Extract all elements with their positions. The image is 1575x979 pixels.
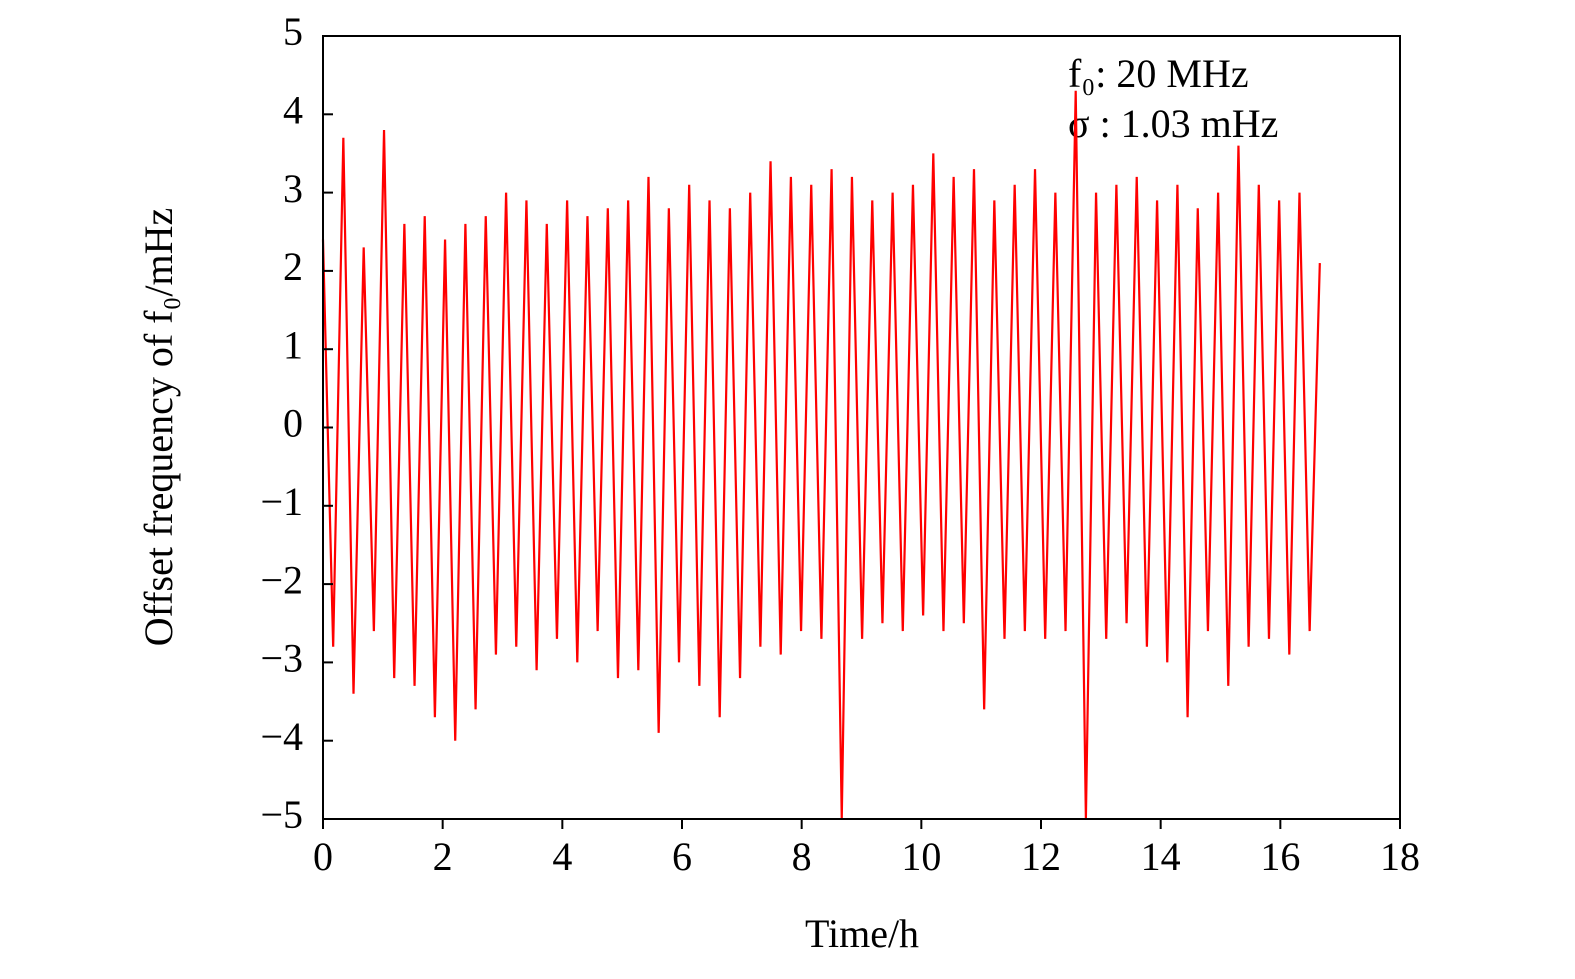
annotation: σ : 1.03 mHz bbox=[1068, 101, 1278, 146]
x-tick-label: 16 bbox=[1260, 834, 1300, 879]
x-tick-label: 10 bbox=[901, 834, 941, 879]
y-tick-label: −2 bbox=[260, 557, 303, 602]
y-tick-label: 4 bbox=[283, 87, 303, 132]
x-tick-label: 0 bbox=[313, 834, 333, 879]
y-tick-label: −4 bbox=[260, 714, 303, 759]
y-tick-label: 0 bbox=[283, 401, 303, 446]
y-tick-label: −3 bbox=[260, 636, 303, 681]
y-tick-label: 3 bbox=[283, 166, 303, 211]
x-tick-label: 18 bbox=[1380, 834, 1420, 879]
y-axis-label: Offset frequency of f₀/mHz bbox=[136, 208, 181, 647]
y-tick-label: −5 bbox=[260, 792, 303, 837]
annotation: f₀: 20 MHz bbox=[1068, 51, 1249, 96]
y-tick-label: 1 bbox=[283, 322, 303, 367]
x-tick-label: 8 bbox=[792, 834, 812, 879]
line-series bbox=[321, 90, 1321, 820]
x-tick-label: 14 bbox=[1141, 834, 1181, 879]
y-tick-label: 2 bbox=[283, 244, 303, 289]
y-tick-label: 5 bbox=[283, 9, 303, 54]
x-axis-label: Time/h bbox=[805, 911, 919, 956]
x-tick-label: 12 bbox=[1021, 834, 1061, 879]
y-tick-label: −1 bbox=[260, 479, 303, 524]
x-tick-label: 4 bbox=[552, 834, 572, 879]
x-tick-label: 2 bbox=[433, 834, 453, 879]
x-tick-label: 6 bbox=[672, 834, 692, 879]
